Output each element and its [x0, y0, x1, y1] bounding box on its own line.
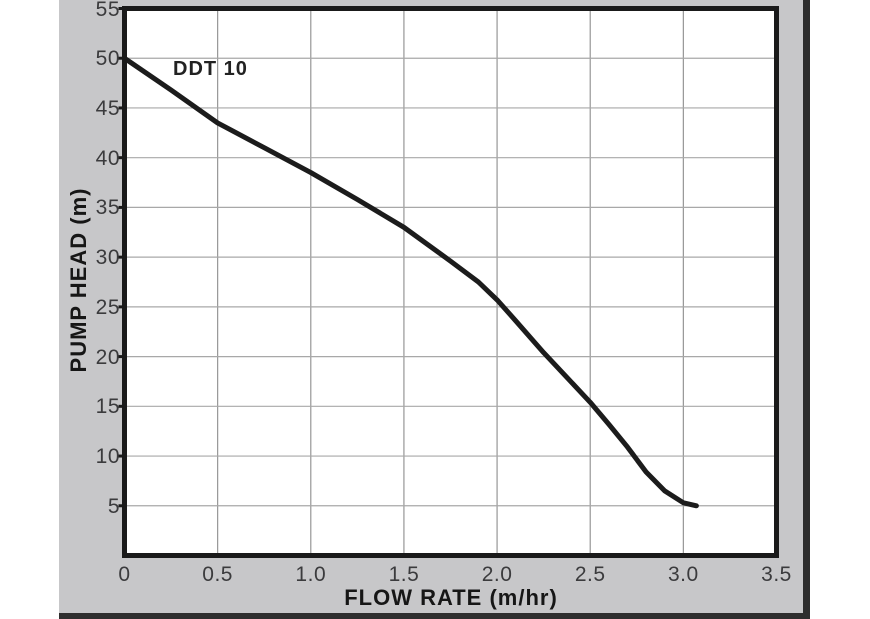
y-tick-label: 55: [95, 0, 120, 21]
y-tick-label: 50: [95, 47, 120, 71]
chart-panel: PUMP HEAD (m) DDT 10 5 10 15 20 25 30 35 40 45 50…: [59, 0, 810, 619]
x-tick-label: 1.5: [388, 563, 420, 586]
y-axis-title: PUMP HEAD (m): [66, 187, 91, 373]
x-tick-label: 2.5: [574, 563, 606, 586]
plot-area: [118, 6, 779, 558]
x-tick-label: 0: [118, 563, 131, 586]
y-tick-label: 5: [107, 494, 120, 518]
plot-border: [122, 6, 779, 558]
x-tick-label: 2.0: [481, 563, 513, 586]
x-tick-label: 0.5: [202, 563, 233, 586]
x-tick-label: 3.5: [761, 563, 792, 586]
x-tick-label: 3.0: [667, 563, 699, 586]
series-label: DDT 10: [173, 58, 248, 80]
y-tick-label: 40: [95, 146, 120, 170]
x-tick-label: 1.0: [295, 563, 327, 586]
plot-background: [122, 6, 779, 558]
y-tick-label: 15: [95, 395, 120, 419]
y-tick-label: 10: [95, 445, 120, 469]
pump-curve: [122, 55, 699, 509]
y-tick-label: 45: [95, 96, 120, 120]
x-axis-title: FLOW RATE (m/hr): [344, 585, 558, 610]
